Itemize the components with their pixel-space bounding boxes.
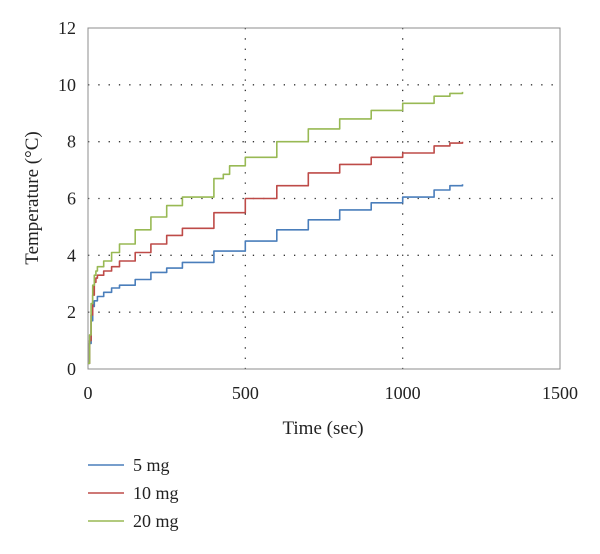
series-line-5-mg — [88, 184, 464, 365]
x-axis-ticks: 0 500 1000 1500 — [84, 383, 579, 403]
y-tick-label: 6 — [67, 189, 76, 209]
y-axis-title: Temperature (°C) — [22, 131, 43, 264]
y-tick-label: 12 — [58, 18, 76, 38]
series-line-20-mg — [88, 91, 464, 365]
y-tick-label: 4 — [67, 245, 76, 265]
grid — [88, 28, 560, 369]
x-axis-title: Time (sec) — [282, 418, 363, 439]
x-tick-label: 1000 — [385, 383, 421, 403]
y-tick-label: 0 — [67, 359, 76, 379]
series-line-10-mg — [88, 141, 464, 365]
x-tick-label: 500 — [232, 383, 259, 403]
y-tick-label: 10 — [58, 75, 76, 95]
y-tick-label: 8 — [67, 132, 76, 152]
legend: 5 mg 10 mg 20 mg — [88, 455, 179, 531]
legend-label: 10 mg — [133, 483, 179, 503]
series-lines — [88, 91, 464, 365]
plot-area-frame — [87, 27, 561, 370]
x-tick-label: 0 — [84, 383, 93, 403]
legend-label: 20 mg — [133, 511, 179, 531]
y-axis-ticks: 0 2 4 6 8 10 12 — [58, 18, 76, 379]
y-tick-label: 2 — [67, 302, 76, 322]
x-tick-label: 1500 — [542, 383, 578, 403]
legend-label: 5 mg — [133, 455, 170, 475]
